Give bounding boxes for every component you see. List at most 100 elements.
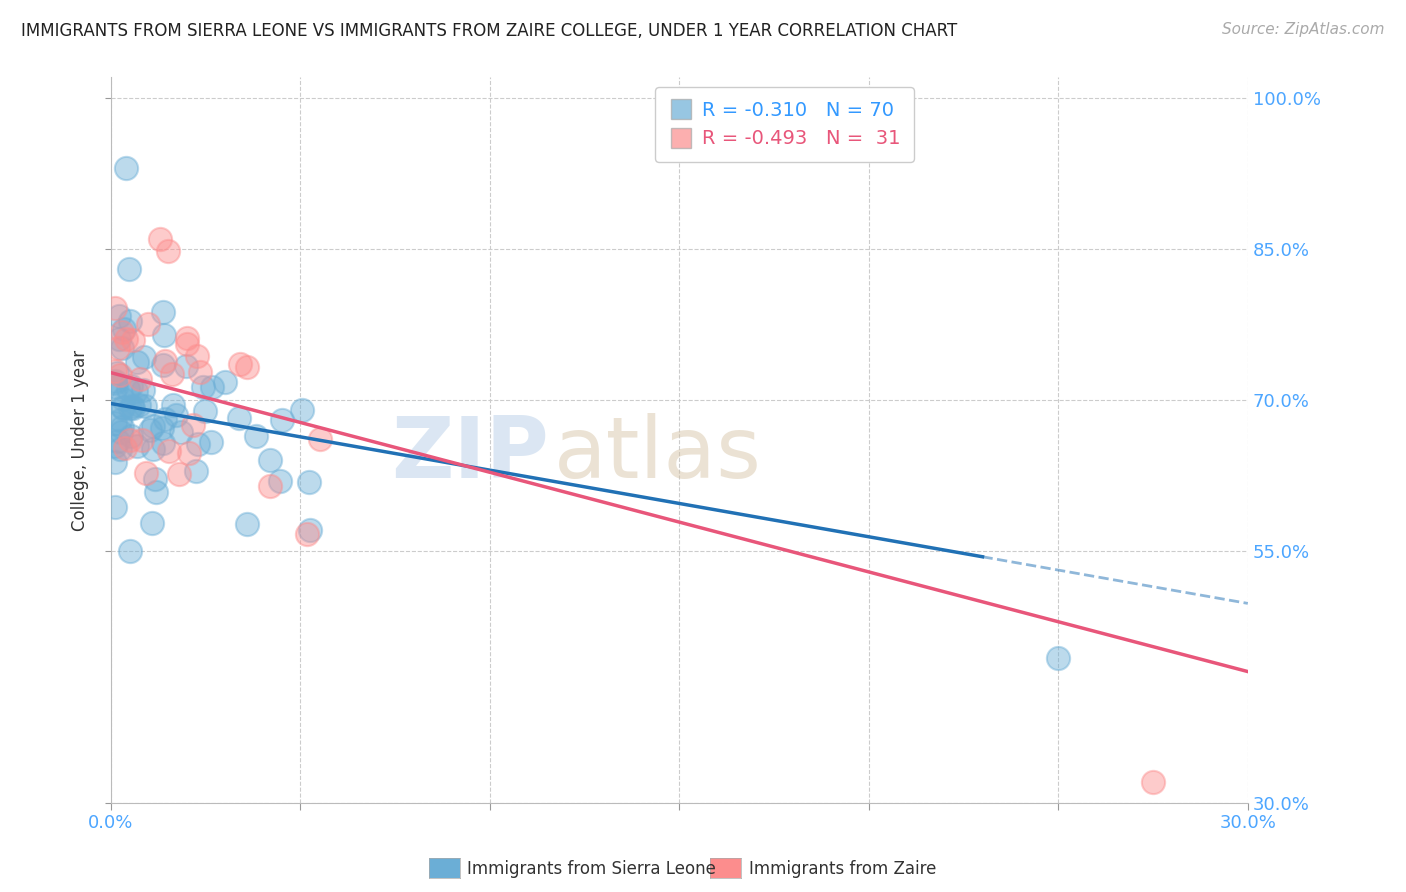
Point [107,341,129,355]
Point [132,350,155,364]
Point [1142,775,1164,789]
Point [120,379,142,393]
Point [110,413,132,427]
Point [121,399,143,413]
Point [120,434,142,448]
Point [1047,651,1070,665]
Point [295,526,318,541]
Text: Immigrants from Sierra Leone: Immigrants from Sierra Leone [467,860,716,878]
Point [110,425,132,439]
Point [104,439,127,453]
Point [143,472,166,486]
Point [298,475,321,489]
Point [117,382,139,396]
Point [122,333,145,347]
Point [103,301,125,315]
Point [156,244,179,258]
Point [103,455,125,469]
Point [298,523,321,537]
Point [115,332,138,346]
Point [125,384,148,398]
Point [128,398,150,412]
Point [186,349,208,363]
Point [191,380,214,394]
Point [103,416,125,430]
Point [132,383,155,397]
Point [157,443,180,458]
Point [149,231,172,245]
Point [103,374,125,388]
Point [112,322,135,336]
Point [179,445,201,459]
Point [111,341,134,355]
Point [176,336,198,351]
Point [153,353,176,368]
Point [108,368,131,383]
Point [236,359,259,374]
Point [181,418,204,433]
Point [165,409,187,423]
Point [160,368,183,382]
Point [269,475,291,489]
Point [118,401,141,415]
Point [201,380,224,394]
Point [114,441,136,455]
Point [138,423,160,437]
Point [110,442,132,457]
Text: ZIP: ZIP [391,413,548,496]
Point [170,425,193,440]
Point [112,401,135,415]
Point [125,355,148,369]
Point [153,327,176,342]
Point [103,364,125,378]
Point [291,403,314,417]
Point [214,375,236,389]
Point [108,309,131,323]
Point [187,437,209,451]
Point [129,372,152,386]
Text: Immigrants from Zaire: Immigrants from Zaire [749,860,936,878]
Point [245,429,267,443]
Point [120,428,142,442]
Point [131,434,153,448]
Point [152,436,174,450]
Point [107,434,129,448]
Point [200,435,222,450]
Point [152,305,174,319]
Point [309,433,332,447]
Legend: R = -0.310   N = 70, R = -0.493   N =  31: R = -0.310 N = 70, R = -0.493 N = 31 [655,87,914,162]
Point [228,411,250,425]
Point [135,467,157,481]
Point [153,412,176,426]
Text: atlas: atlas [554,413,762,496]
Point [111,419,134,434]
Point [259,452,281,467]
Point [136,317,159,331]
Point [111,325,134,339]
Point [194,404,217,418]
Point [145,485,167,500]
Point [188,366,211,380]
Point [127,439,149,453]
Point [118,262,141,277]
Point [108,332,131,346]
Point [152,358,174,372]
Point [111,401,134,415]
Point [120,544,142,558]
Point [167,467,190,481]
Point [162,398,184,412]
Text: Source: ZipAtlas.com: Source: ZipAtlas.com [1222,22,1385,37]
Point [122,401,145,416]
Point [115,161,138,175]
Point [174,359,197,374]
Point [105,380,128,394]
Point [134,399,156,413]
Point [120,314,142,328]
Point [103,376,125,390]
Point [141,516,163,530]
Point [176,331,198,345]
Point [142,442,165,456]
Point [184,464,207,478]
Point [103,500,125,515]
Y-axis label: College, Under 1 year: College, Under 1 year [72,350,89,531]
